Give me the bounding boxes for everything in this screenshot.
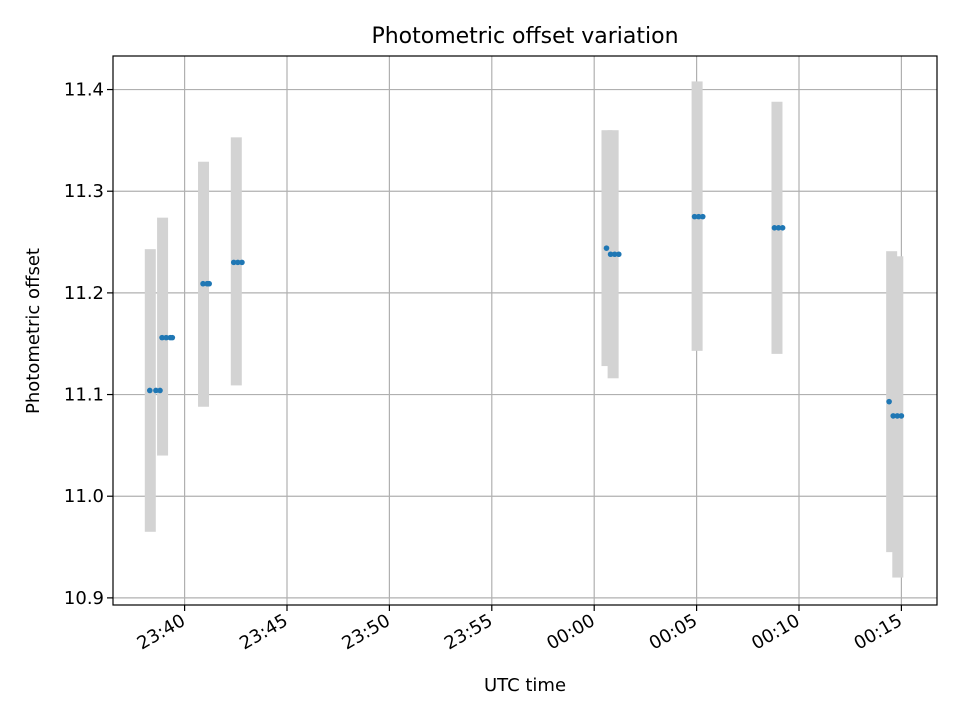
data-point <box>898 413 905 419</box>
data-point <box>206 280 212 287</box>
plot-frame <box>112 55 938 606</box>
y-tick-label: 10.9 <box>64 588 104 609</box>
data-point <box>200 280 206 287</box>
data-point <box>607 251 614 258</box>
y-tick-label: 11.1 <box>64 385 104 406</box>
x-axis-label: UTC time <box>484 675 566 696</box>
data-point <box>886 398 892 405</box>
data-point <box>239 259 245 266</box>
data-point <box>695 213 702 220</box>
data-point <box>890 413 897 419</box>
data-point <box>230 259 237 266</box>
data-point <box>169 334 176 341</box>
data-point <box>771 225 778 231</box>
data-point <box>157 387 163 394</box>
data-point <box>611 251 618 258</box>
data-point <box>235 259 241 266</box>
data-point <box>146 387 153 394</box>
y-tick-label: 11.3 <box>64 181 104 202</box>
y-tick-label: 11.0 <box>64 486 104 507</box>
y-axis-label: Photometric offset <box>23 248 44 414</box>
data-point <box>775 225 782 231</box>
chart-title: Photometric offset variation <box>371 24 678 49</box>
data-point <box>603 245 610 251</box>
data-point <box>163 334 169 341</box>
point-layer <box>146 213 905 419</box>
y-tick-label: 11.4 <box>64 80 104 101</box>
data-point <box>691 213 698 220</box>
data-point <box>615 251 622 258</box>
data-point <box>779 225 786 231</box>
data-point <box>153 387 159 394</box>
y-tick-label: 11.2 <box>64 283 104 304</box>
data-point <box>159 334 165 341</box>
y-tick-layer: 10.9 11.0 11.1 11.2 11.3 11.4 <box>64 80 113 609</box>
data-point <box>894 413 901 419</box>
data-point <box>699 213 706 220</box>
